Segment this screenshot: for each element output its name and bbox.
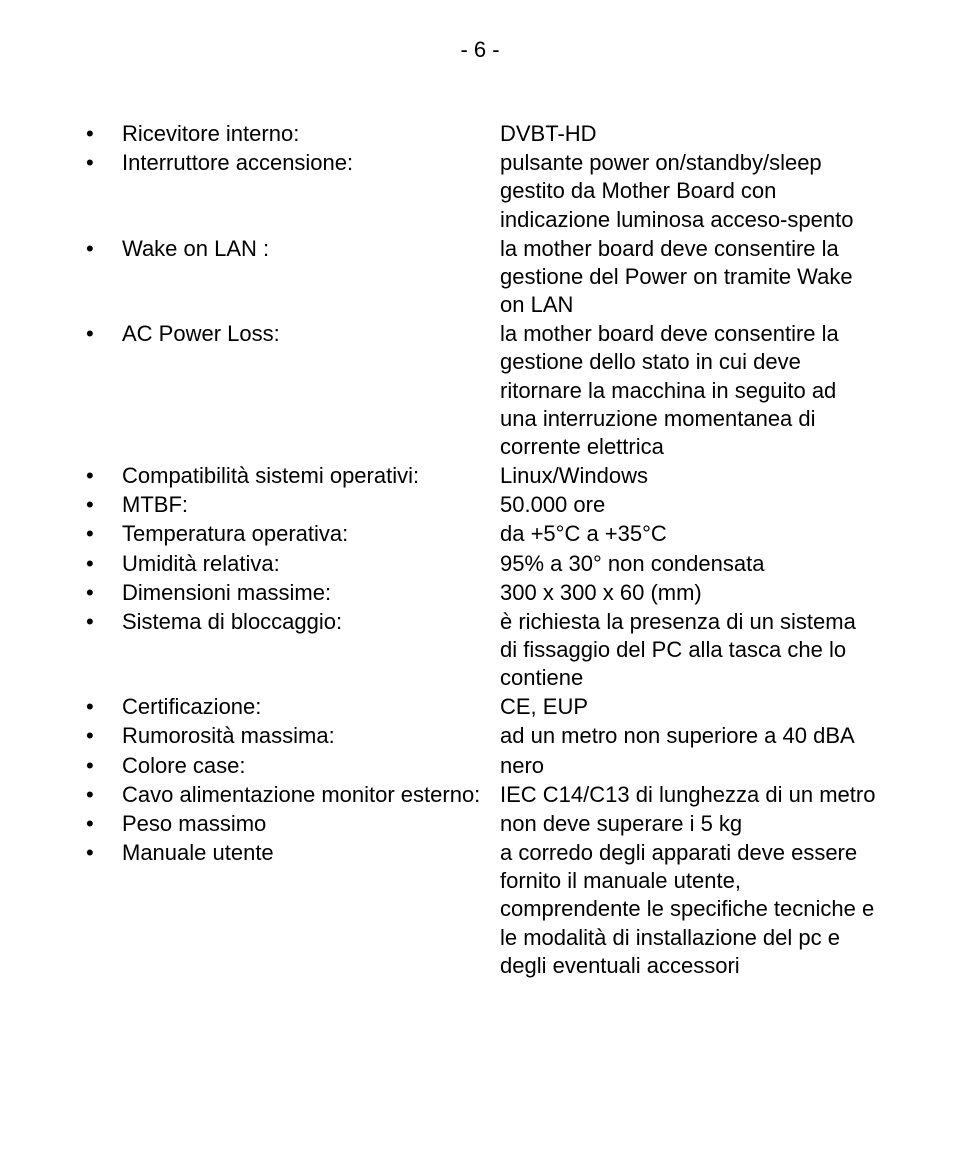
spec-label: Temperatura operativa: [122,520,500,548]
spec-value: non deve superare i 5 kg [500,810,876,838]
spec-row: •Manuale utentea corredo degli apparati … [84,839,876,980]
spec-row: •Ricevitore interno:DVBT-HD [84,120,876,148]
spec-value: la mother board deve consentire la gesti… [500,320,876,461]
bullet-icon: • [84,462,122,490]
spec-value: IEC C14/C13 di lunghezza di un metro [500,781,876,809]
spec-row: •Colore case:nero [84,752,876,780]
bullet-icon: • [84,550,122,578]
bullet-icon: • [84,752,122,780]
spec-value: è richiesta la presenza di un sistema di… [500,608,876,692]
bullet-icon: • [84,149,122,177]
spec-row: •Cavo alimentazione monitor esterno:IEC … [84,781,876,809]
spec-row: •Dimensioni massime:300 x 300 x 60 (mm) [84,579,876,607]
spec-row: •Wake on LAN :la mother board deve conse… [84,235,876,319]
spec-row: •MTBF:50.000 ore [84,491,876,519]
spec-value: 50.000 ore [500,491,876,519]
spec-value: CE, EUP [500,693,876,721]
bullet-icon: • [84,491,122,519]
spec-row: •Peso massimonon deve superare i 5 kg [84,810,876,838]
spec-label: Interruttore accensione: [122,149,500,177]
bullet-icon: • [84,120,122,148]
document-page: - 6 - •Ricevitore interno:DVBT-HD•Interr… [0,0,960,1174]
spec-row: •Temperatura operativa:da +5°C a +35°C [84,520,876,548]
spec-label: Certificazione: [122,693,500,721]
spec-value: la mother board deve consentire la gesti… [500,235,876,319]
spec-label: Manuale utente [122,839,500,867]
spec-row: •Umidità relativa:95% a 30° non condensa… [84,550,876,578]
spec-row: •AC Power Loss:la mother board deve cons… [84,320,876,461]
spec-label: Dimensioni massime: [122,579,500,607]
spec-row: •Sistema di bloccaggio:è richiesta la pr… [84,608,876,692]
spec-row: •Compatibilità sistemi operativi:Linux/W… [84,462,876,490]
spec-label: Colore case: [122,752,500,780]
bullet-icon: • [84,320,122,348]
spec-value: 300 x 300 x 60 (mm) [500,579,876,607]
spec-value: DVBT-HD [500,120,876,148]
bullet-icon: • [84,781,122,809]
spec-value: nero [500,752,876,780]
spec-label: AC Power Loss: [122,320,500,348]
spec-row: •Interruttore accensione:pulsante power … [84,149,876,233]
bullet-icon: • [84,608,122,636]
spec-value: pulsante power on/standby/sleep gestito … [500,149,876,233]
spec-list: •Ricevitore interno:DVBT-HD•Interruttore… [84,120,876,980]
spec-label: Ricevitore interno: [122,120,500,148]
bullet-icon: • [84,520,122,548]
spec-value: da +5°C a +35°C [500,520,876,548]
spec-label: Sistema di bloccaggio: [122,608,500,636]
spec-row: •Certificazione:CE, EUP [84,693,876,721]
spec-value: Linux/Windows [500,462,876,490]
spec-label: Cavo alimentazione monitor esterno: [122,781,500,809]
spec-value: ad un metro non superiore a 40 dBA [500,722,876,750]
spec-value: a corredo degli apparati deve essere for… [500,839,876,980]
spec-label: Compatibilità sistemi operativi: [122,462,500,490]
spec-label: Rumorosità massima: [122,722,500,750]
spec-label: Peso massimo [122,810,500,838]
bullet-icon: • [84,722,122,750]
bullet-icon: • [84,235,122,263]
spec-label: Umidità relativa: [122,550,500,578]
spec-label: MTBF: [122,491,500,519]
page-number: - 6 - [84,36,876,64]
bullet-icon: • [84,839,122,867]
bullet-icon: • [84,693,122,721]
bullet-icon: • [84,810,122,838]
spec-value: 95% a 30° non condensata [500,550,876,578]
spec-label: Wake on LAN : [122,235,500,263]
spec-row: •Rumorosità massima:ad un metro non supe… [84,722,876,750]
bullet-icon: • [84,579,122,607]
